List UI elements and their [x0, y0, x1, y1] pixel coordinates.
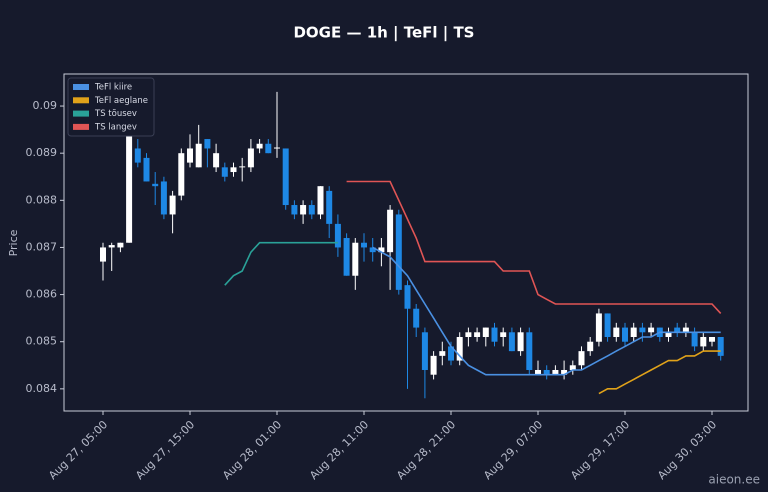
candle-body: [569, 365, 576, 370]
legend-swatch: [73, 110, 89, 117]
y-axis-label: Price: [7, 229, 20, 256]
candle-body: [535, 369, 541, 375]
candle-body: [230, 167, 237, 173]
candle-body: [300, 205, 307, 215]
y-tick-label: 0.085: [26, 335, 58, 348]
candle-body: [500, 332, 507, 338]
candle-body: [552, 369, 559, 375]
y-tick-label: 0.086: [26, 288, 58, 301]
legend-swatch: [73, 97, 89, 104]
y-tick-label: 0.087: [26, 240, 58, 253]
candle-body: [352, 242, 359, 276]
candle-body: [274, 147, 280, 149]
candle-body: [639, 327, 646, 333]
candle-body: [474, 332, 481, 338]
candle-body: [100, 247, 106, 262]
legend-label: TS tõusev: [94, 109, 137, 119]
candle-body: [291, 205, 298, 215]
candle-body: [587, 341, 594, 352]
candle-body: [622, 327, 628, 342]
indicator-line: [598, 350, 721, 395]
candle-body: [430, 355, 437, 375]
candle-body: [404, 285, 411, 309]
candle-body: [143, 157, 150, 182]
candle-body: [491, 327, 498, 342]
candle-body: [700, 337, 707, 347]
candle-body: [213, 153, 220, 168]
plot-frame: [63, 73, 749, 412]
candle-body: [508, 332, 515, 352]
candle-body: [543, 369, 550, 375]
indicator-line: [346, 180, 722, 314]
candle-body: [526, 332, 533, 370]
legend-label: TeFl aeglane: [94, 96, 148, 106]
candle-body: [204, 139, 211, 149]
candle-body: [343, 238, 350, 276]
candle-body: [517, 332, 524, 352]
candle-body: [413, 308, 420, 328]
candle-body: [108, 245, 115, 248]
candle-body: [691, 332, 698, 347]
candle-body: [482, 327, 489, 338]
candle-body: [456, 337, 463, 361]
y-tick-label: 0.09: [33, 99, 58, 112]
candle-body: [378, 247, 385, 253]
candle-body: [134, 148, 141, 163]
candle-body: [265, 143, 272, 154]
candle-body: [117, 242, 124, 248]
candle-body: [561, 369, 568, 375]
candle-body: [682, 327, 689, 333]
candle-body: [282, 148, 289, 206]
candle-body: [221, 167, 228, 177]
candle-body: [439, 351, 446, 356]
candle-body: [126, 134, 133, 243]
y-tick-label: 0.088: [26, 193, 58, 206]
legend-swatch: [73, 123, 89, 130]
watermark: aieon.ee: [708, 473, 760, 487]
candle-body: [595, 313, 602, 342]
candle-body: [665, 332, 672, 338]
candle-body: [465, 332, 472, 338]
candle-body: [448, 346, 454, 361]
legend-label: TS langev: [94, 122, 137, 132]
candle-body: [648, 327, 655, 333]
candle-body: [361, 242, 367, 248]
candle-body: [152, 183, 159, 187]
legend-box: [67, 77, 155, 137]
y-tick-label: 0.089: [26, 146, 58, 159]
legend-label: TeFl kiire: [94, 83, 132, 93]
candle-body: [195, 143, 202, 168]
candle-body: [169, 195, 176, 215]
legend-swatch: [73, 84, 89, 90]
candle-body: [334, 223, 341, 248]
candle-body: [239, 166, 246, 168]
indicator-line: [372, 246, 721, 376]
candle-body: [178, 153, 185, 196]
candle-body: [187, 148, 193, 163]
candle-body: [709, 337, 715, 342]
candle-body: [326, 190, 333, 224]
candle-body: [630, 327, 637, 338]
candle-body: [613, 327, 620, 338]
candle-body: [578, 351, 585, 366]
candle-body: [387, 209, 394, 253]
candle-body: [256, 143, 263, 149]
candle-body: [395, 214, 402, 290]
candle-body: [160, 181, 167, 215]
candle-body: [317, 186, 324, 215]
candle-body: [308, 205, 315, 215]
chart-title: DOGE — 1h | TeFl | TS: [293, 24, 474, 43]
y-tick-label: 0.084: [26, 382, 58, 395]
candle-body: [247, 148, 254, 168]
candle-body: [369, 247, 376, 253]
indicator-line: [224, 241, 338, 286]
candle-body: [604, 313, 611, 338]
candle-body: [421, 332, 428, 370]
candle-body: [674, 327, 681, 333]
candle-body: [717, 337, 724, 356]
